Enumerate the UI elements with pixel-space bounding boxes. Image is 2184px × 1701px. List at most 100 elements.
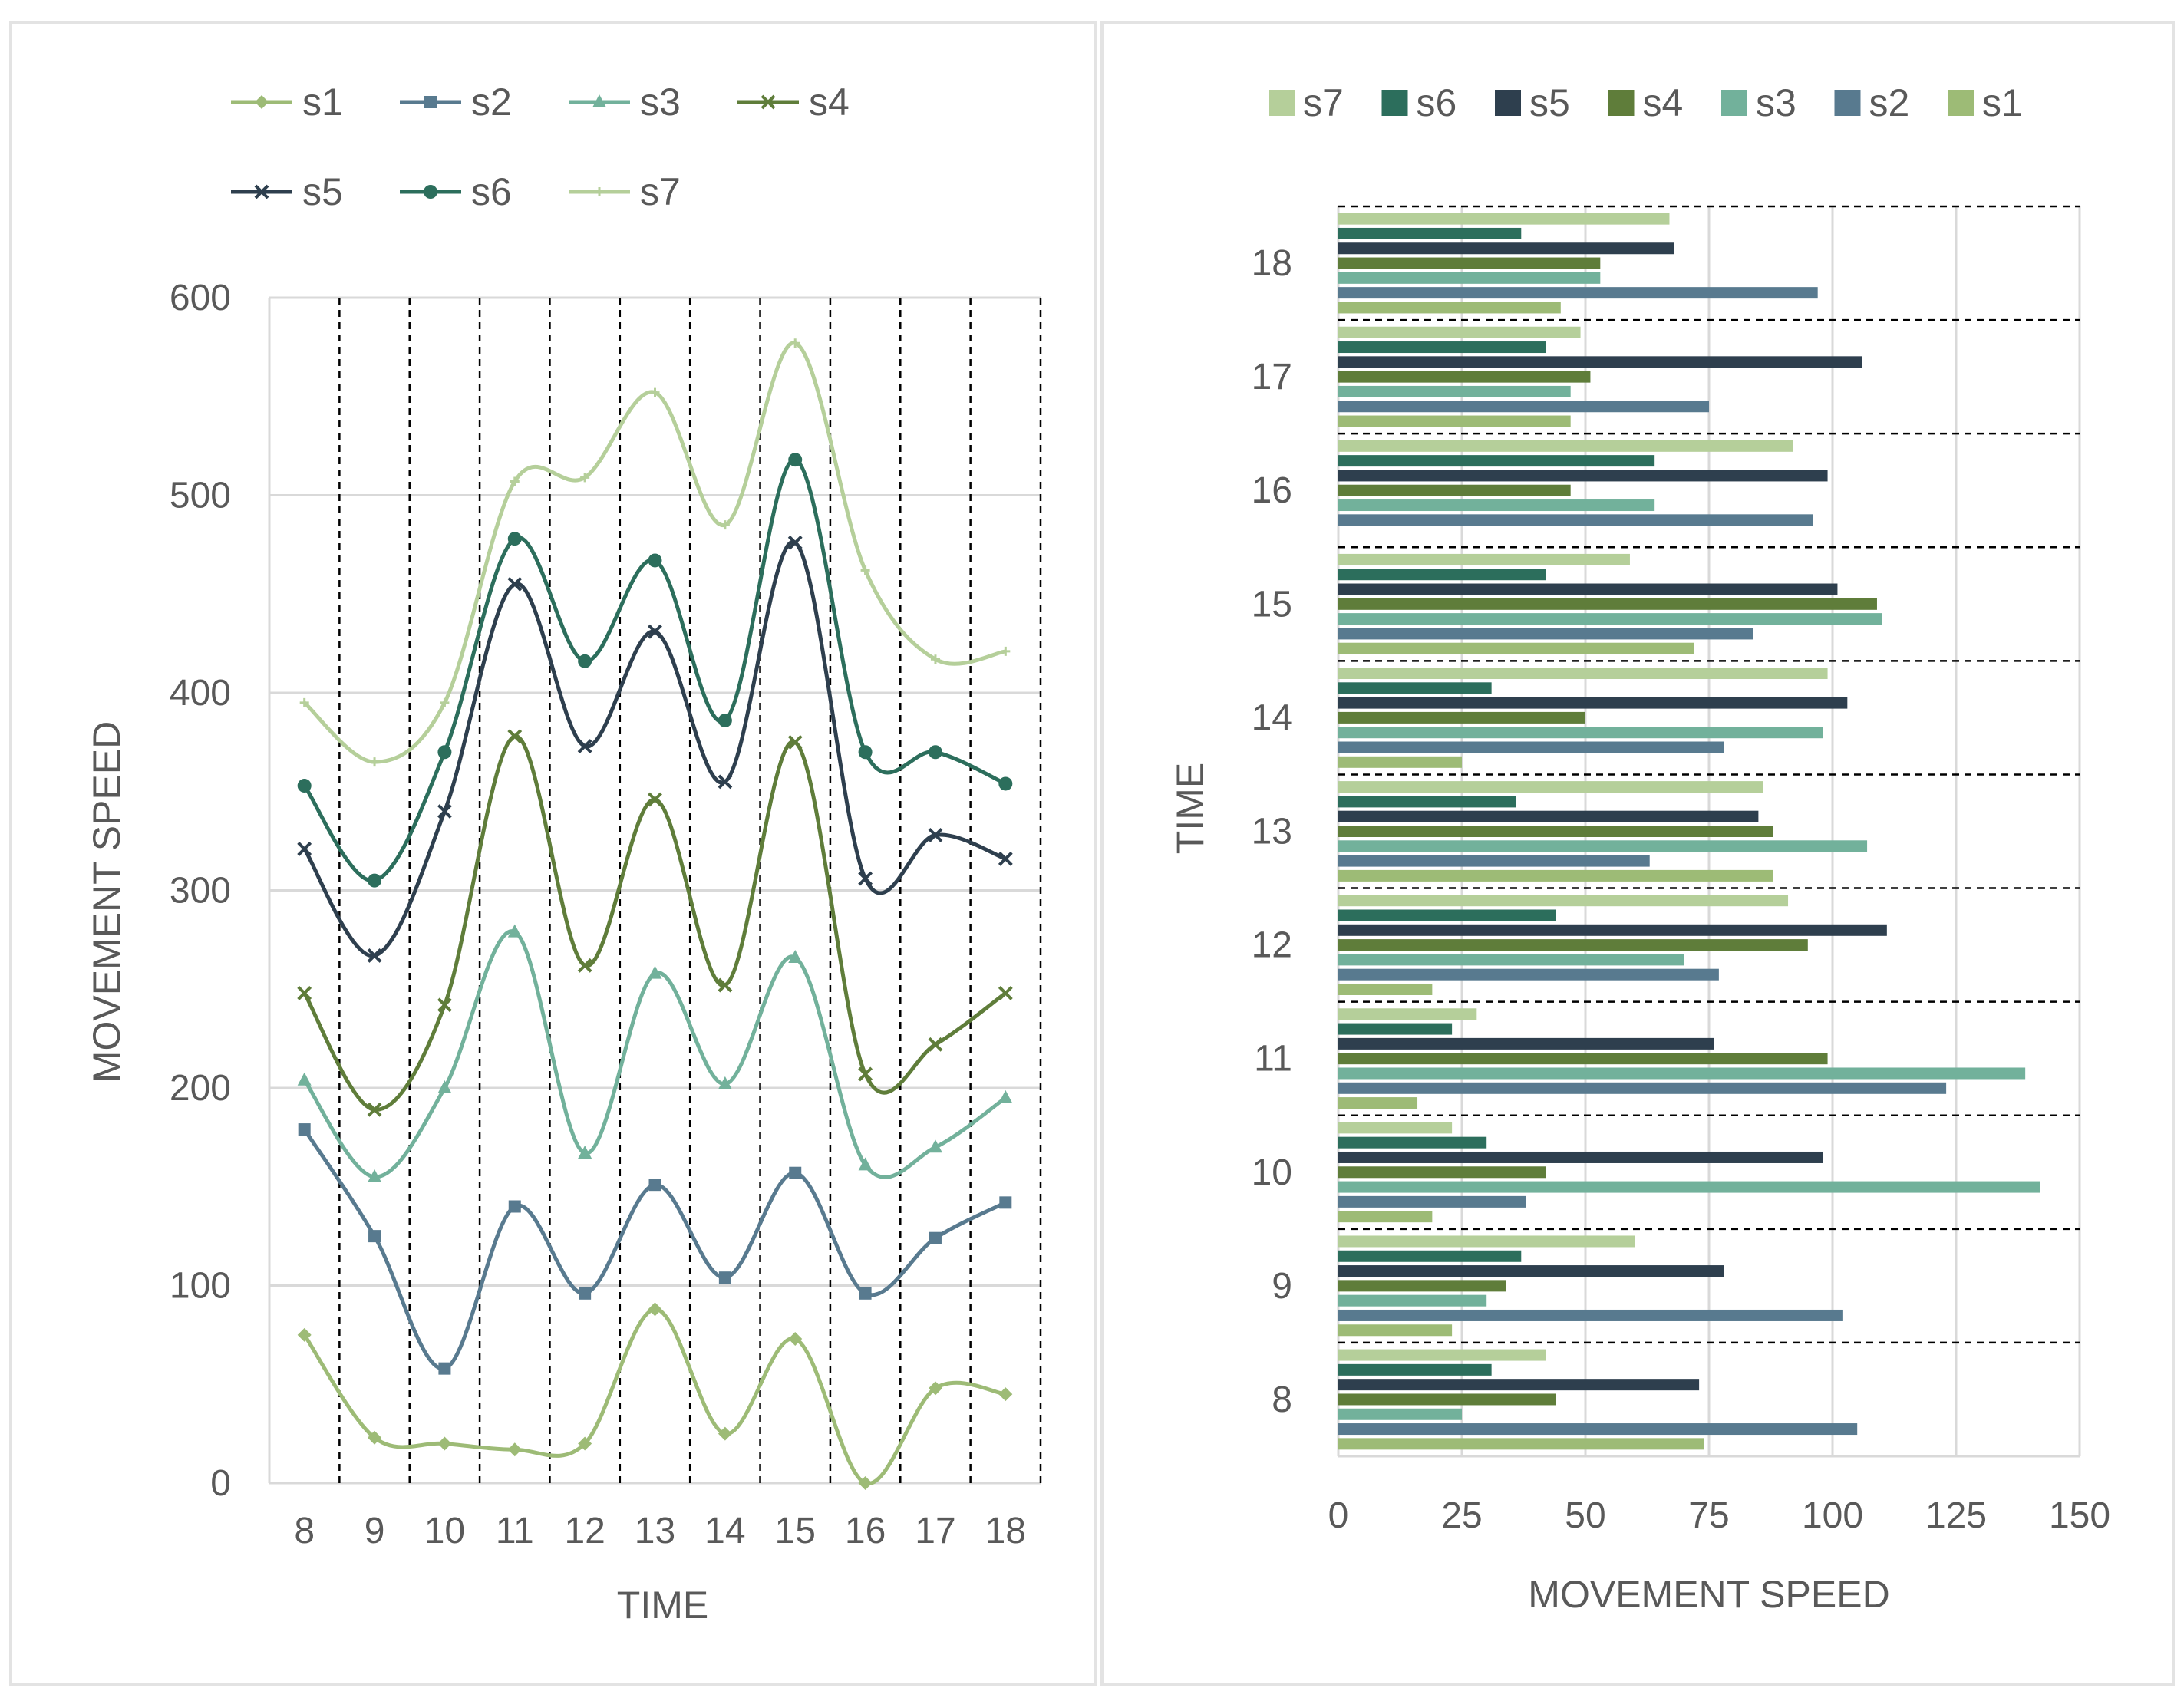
bar-s1-12 (1338, 983, 1433, 995)
bar-s4-12 (1338, 939, 1808, 951)
bar-s3-13 (1338, 840, 1868, 852)
marker-s7 (370, 757, 380, 767)
legend-label: s2 (1869, 81, 1910, 124)
marker-s2 (438, 1362, 451, 1375)
bar-s7-16 (1338, 440, 1793, 452)
marker-s1 (788, 1332, 803, 1347)
marker-s2 (718, 1271, 731, 1284)
series-s4 (297, 729, 1013, 1117)
marker-s2 (368, 1230, 381, 1243)
marker-s5 (928, 827, 943, 842)
legend-item-s7: s7 (569, 170, 681, 213)
marker-s1 (718, 1426, 732, 1441)
bar-s5-9 (1338, 1265, 1724, 1277)
marker-s2 (648, 1179, 661, 1192)
bar-s7-8 (1338, 1349, 1546, 1361)
marker-s6 (368, 873, 382, 888)
x-axis-title: MOVEMENT SPEED (1528, 1573, 1889, 1616)
marker-s6 (788, 453, 803, 467)
x-tick-label: 150 (2049, 1495, 2110, 1536)
bar-s7-11 (1338, 1008, 1477, 1020)
marker-s6 (858, 745, 873, 760)
bar-s2-10 (1338, 1195, 1526, 1208)
y-tick-label: 8 (1272, 1380, 1292, 1420)
bar-s5-15 (1338, 583, 1838, 595)
series-s2 (298, 1123, 1012, 1375)
y-axis-title: MOVEMENT SPEED (85, 721, 128, 1083)
bar-s4-18 (1338, 257, 1601, 269)
marker-s6 (998, 776, 1013, 791)
x-tick-label: 16 (845, 1511, 886, 1551)
bar-s5-18 (1338, 242, 1674, 255)
bar-s4-10 (1338, 1166, 1546, 1179)
legend: s1 s2 s3 s4 s5 s6 s7 (231, 81, 850, 213)
marker-s6 (297, 779, 312, 793)
y-tick-label: 9 (1272, 1266, 1292, 1307)
x-tick-label: 0 (1328, 1495, 1349, 1536)
marker-s1 (928, 1381, 942, 1396)
marker-s6 (424, 185, 437, 199)
marker-s1 (255, 95, 269, 109)
legend-item-s6: s6 (400, 170, 512, 213)
y-tick-label: 200 (170, 1068, 231, 1109)
marker-s6 (648, 553, 662, 568)
x-tick-label: 125 (1925, 1495, 1987, 1536)
marker-s7 (1001, 646, 1011, 656)
x-tick-label: 17 (915, 1511, 955, 1551)
bar-s4-16 (1338, 484, 1571, 496)
legend-item-s3: s3 (1721, 81, 1796, 124)
bar-s7-15 (1338, 553, 1630, 565)
y-tick-label: 11 (1254, 1039, 1292, 1080)
marker-s3 (368, 1169, 382, 1182)
bar-s3-11 (1338, 1067, 2026, 1080)
marker-s1 (437, 1436, 452, 1451)
y-tick-label: 600 (170, 278, 231, 318)
y-tick-label: 500 (170, 476, 231, 516)
bar-s7-12 (1338, 895, 1789, 907)
marker-s7 (580, 473, 590, 483)
bar-s2-16 (1338, 514, 1813, 526)
x-tick-label: 14 (704, 1511, 745, 1551)
legend-label: s1 (302, 81, 343, 124)
bar-s4-14 (1338, 711, 1585, 724)
series-s3 (297, 924, 1013, 1182)
series-s1 (297, 1302, 1013, 1490)
series-line-s7 (302, 341, 1006, 764)
bar-s5-13 (1338, 810, 1759, 822)
bar-s1-15 (1338, 642, 1694, 654)
legend-label: s7 (1303, 81, 1344, 124)
legend-label: s4 (809, 81, 850, 124)
y-tick-label: 10 (1252, 1152, 1292, 1193)
legend-label: s5 (1529, 81, 1570, 124)
bar-chart-panel: 0 25 50 75 100 125 150 8 9 10 11 12 13 14 15 16 17 18 MOVE… (1100, 21, 2175, 1686)
marker-s1 (578, 1436, 592, 1451)
bar-s7-10 (1338, 1122, 1453, 1134)
legend-swatch (1495, 90, 1521, 116)
marker-s7 (299, 697, 309, 707)
marker-s4 (928, 1037, 943, 1052)
bar-s4-17 (1338, 371, 1591, 383)
bar-s7-14 (1338, 668, 1828, 680)
legend-label: s1 (1982, 81, 2023, 124)
marker-s7 (790, 338, 800, 348)
x-tick-label: 18 (985, 1511, 1026, 1551)
marker-s7 (860, 565, 870, 575)
y-tick-label: 400 (170, 673, 231, 714)
bar-s6-13 (1338, 796, 1516, 808)
marker-s2 (789, 1166, 802, 1179)
x-tick-label: 75 (1688, 1495, 1729, 1536)
marker-s5 (507, 576, 523, 592)
y-tick-label: 13 (1252, 812, 1292, 852)
bar-s2-9 (1338, 1309, 1843, 1321)
bar-s2-15 (1338, 628, 1753, 640)
legend-label: s3 (1756, 81, 1796, 124)
line-chart: 0 100 200 300 400 500 600 8 9 10 11 12 13 14 15 16 17 18 T… (85, 81, 1042, 1627)
marker-s2 (999, 1196, 1012, 1209)
x-tick-label: 13 (635, 1511, 675, 1551)
marker-s3 (648, 965, 662, 979)
bar-s3-17 (1338, 385, 1571, 397)
legend: s7 s6 s5 s4 s3 s2 s1 (1269, 81, 2023, 124)
y-axis-title: TIME (1169, 763, 1212, 854)
y-tick-label: 300 (170, 871, 231, 911)
bar-s2-11 (1338, 1082, 1947, 1094)
